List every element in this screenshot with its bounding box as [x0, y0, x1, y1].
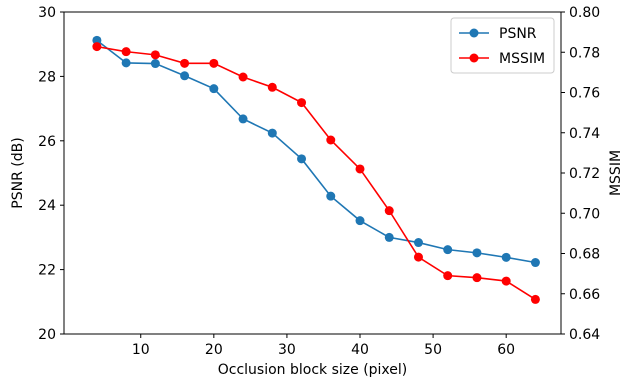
y-axis-left-label: PSNR (dB) — [10, 137, 26, 208]
series-line-psnr — [96, 39, 536, 264]
series-line-mssim — [96, 45, 536, 301]
x-tick-label: 50 — [424, 342, 442, 358]
data-point-mssim — [209, 58, 219, 68]
y-right-tick-label: 0.68 — [569, 247, 600, 263]
data-point-psnr — [180, 71, 190, 81]
data-point-mssim — [530, 294, 540, 304]
data-point-psnr — [443, 245, 453, 255]
y-left-tick-label: 30 — [38, 5, 56, 21]
data-point-psnr — [238, 114, 248, 124]
data-point-mssim — [121, 47, 131, 57]
data-point-psnr — [355, 216, 365, 226]
y-left-tick-label: 20 — [38, 327, 56, 343]
data-point-psnr — [267, 128, 277, 138]
y-right-tick-label: 0.70 — [569, 206, 600, 222]
data-point-mssim — [150, 50, 160, 60]
data-point-mssim — [501, 276, 511, 286]
y-right-tick-label: 0.72 — [569, 166, 600, 182]
x-tick-label: 20 — [205, 342, 223, 358]
data-point-psnr — [384, 232, 394, 242]
data-point-psnr — [92, 35, 102, 45]
data-point-mssim — [443, 271, 453, 281]
data-point-mssim — [297, 98, 307, 108]
y-right-tick-label: 0.66 — [569, 287, 600, 303]
x-tick-label: 60 — [497, 342, 515, 358]
data-point-psnr — [297, 154, 307, 164]
plot-frame — [63, 11, 562, 335]
y-left-tick-label: 28 — [38, 69, 56, 85]
data-point-psnr — [472, 248, 482, 258]
series-layer — [92, 35, 540, 304]
y-left-tick-label: 24 — [38, 198, 56, 214]
y-left-tick-label: 22 — [38, 263, 56, 279]
data-point-mssim — [267, 82, 277, 92]
y-left-tick-label: 26 — [38, 134, 56, 150]
data-point-mssim — [472, 273, 482, 283]
y-right-tick-label: 0.64 — [569, 327, 600, 343]
y-right-tick-label: 0.80 — [569, 5, 600, 21]
data-point-psnr — [530, 258, 540, 268]
x-tick-label: 10 — [132, 342, 150, 358]
y-right-tick-label: 0.78 — [569, 45, 600, 61]
data-point-mssim — [326, 135, 336, 145]
x-tick-label: 30 — [278, 342, 296, 358]
x-axis-label: Occlusion block size (pixel) — [218, 362, 408, 378]
data-point-psnr — [326, 191, 336, 201]
data-point-psnr — [413, 238, 423, 248]
y-right-tick-label: 0.76 — [569, 86, 600, 102]
data-point-mssim — [355, 164, 365, 174]
data-point-mssim — [92, 42, 102, 52]
data-point-mssim — [238, 72, 248, 82]
legend-marker-mssim — [469, 53, 479, 63]
y-right-tick-label: 0.74 — [569, 126, 600, 142]
data-point-mssim — [384, 206, 394, 216]
legend-label-mssim: MSSIM — [499, 51, 545, 67]
x-tick-label: 40 — [351, 342, 369, 358]
data-point-psnr — [209, 84, 219, 94]
legend-label-psnr: PSNR — [499, 26, 537, 42]
legend: PSNR MSSIM — [450, 17, 555, 74]
data-point-psnr — [150, 59, 160, 69]
data-point-psnr — [501, 252, 511, 262]
data-point-mssim — [180, 58, 190, 68]
data-point-mssim — [413, 252, 423, 262]
y-axis-right-label: MSSIM — [608, 150, 624, 196]
ticks-layer: 10 20 30 40 50 60 20 22 24 26 28 30 0.64 0.66 0.68 0.70… — [38, 5, 600, 358]
legend-marker-psnr — [469, 28, 479, 38]
data-point-psnr — [121, 58, 131, 68]
